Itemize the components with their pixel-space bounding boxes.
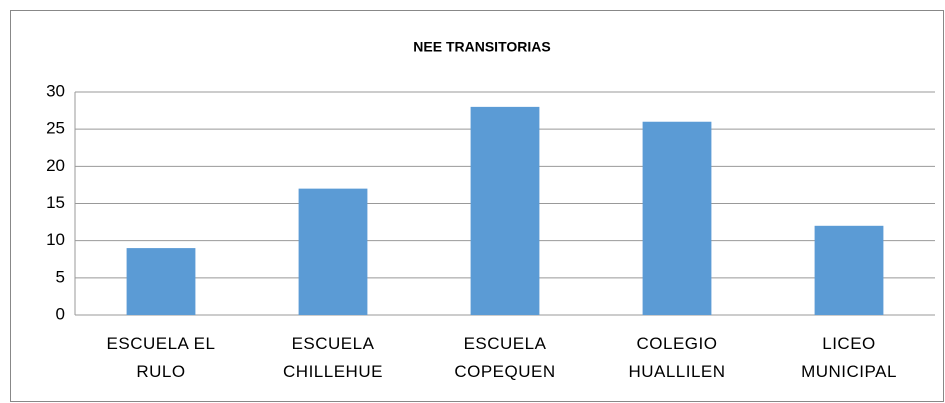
y-tick-label: 20 [46,156,65,175]
y-tick-label: 25 [46,119,65,138]
bar [642,121,712,315]
y-tick-label: 0 [56,304,65,323]
x-tick-label: LICEO MUNICIPAL [801,334,897,381]
bar [126,248,196,315]
y-tick-label: 15 [46,193,65,212]
chart-title: NEE TRANSITORIAS [413,39,550,55]
bar [814,225,884,315]
bar [470,106,540,315]
x-tick-label: ESCUELA CHILLEHUE [283,334,383,381]
y-tick-label: 10 [46,230,65,249]
x-tick-label: ESCUELA COPEQUEN [454,334,556,381]
x-tick-label: ESCUELA EL RULO [106,334,216,381]
y-tick-label: 5 [56,267,65,286]
bar [298,188,368,315]
y-tick-label: 30 [46,81,65,100]
x-tick-label: COLEGIO HUALLILEN [628,334,726,381]
